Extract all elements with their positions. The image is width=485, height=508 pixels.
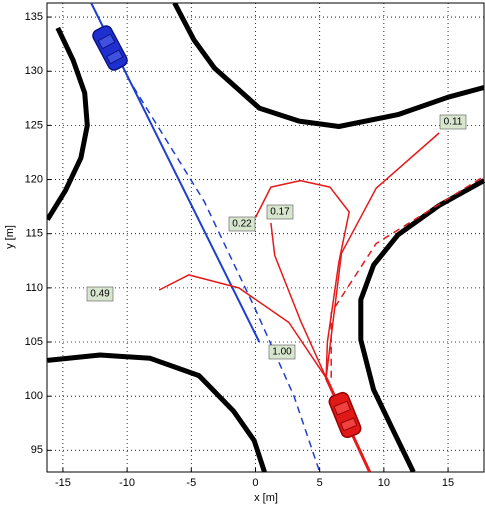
x-tick-label: -15 bbox=[55, 477, 71, 489]
blue-car bbox=[92, 25, 128, 71]
y-tick-label: 115 bbox=[25, 228, 43, 240]
trajectory bbox=[47, 352, 267, 472]
annotation: 0.11 bbox=[439, 114, 467, 130]
y-tick-label: 100 bbox=[25, 390, 43, 402]
y-tick-label: 105 bbox=[25, 336, 43, 348]
annotation: 1.00 bbox=[268, 344, 296, 360]
x-tick-label: -10 bbox=[119, 477, 135, 489]
plot-frame bbox=[46, 2, 485, 473]
trajectory bbox=[158, 274, 327, 379]
axes: -15 -10 -5 0 5 10 15 95 100 105 110 115 120 125 130 135 bbox=[25, 11, 455, 489]
trajectory bbox=[358, 178, 485, 472]
trajectory bbox=[126, 76, 321, 472]
trajectory bbox=[325, 132, 440, 378]
y-tick-label: 120 bbox=[25, 173, 43, 185]
y-tick-label: 125 bbox=[25, 119, 43, 131]
annotation-text: 1.00 bbox=[272, 347, 292, 358]
annotation-text: 0.22 bbox=[232, 219, 252, 230]
x-tick-label: 15 bbox=[442, 477, 454, 489]
trajectory bbox=[254, 179, 350, 378]
x-axis-label: x [m] bbox=[254, 492, 278, 504]
x-tick-label: -5 bbox=[186, 477, 196, 489]
x-tick-label: 5 bbox=[317, 477, 323, 489]
trajectory bbox=[172, 3, 485, 129]
y-tick-label: 95 bbox=[31, 444, 43, 456]
trajectory bbox=[47, 26, 90, 221]
annotation-text: 0.49 bbox=[90, 289, 110, 300]
grid bbox=[47, 3, 484, 472]
annotation-box bbox=[228, 216, 256, 232]
annotation-box bbox=[266, 204, 294, 220]
annotation-text: 0.11 bbox=[444, 117, 463, 128]
red-car bbox=[328, 391, 362, 439]
y-tick-label: 135 bbox=[25, 11, 43, 23]
annotation: 0.17 bbox=[266, 204, 294, 220]
annotation: 0.49 bbox=[86, 286, 114, 302]
annotation-text: 0.17 bbox=[270, 207, 290, 218]
annotation-box bbox=[86, 286, 114, 302]
annotation-box bbox=[439, 114, 467, 130]
vehicles bbox=[92, 25, 362, 439]
trajectory bbox=[270, 222, 327, 379]
y-tick-label: 130 bbox=[25, 65, 43, 77]
annotations: 0.11 0.17 0.22 0.49 1.00 bbox=[86, 114, 467, 360]
x-tick-label: 10 bbox=[378, 477, 390, 489]
annotation: 0.22 bbox=[228, 216, 256, 232]
y-axis-label: y [m] bbox=[4, 225, 16, 249]
x-tick-label: 0 bbox=[252, 477, 258, 489]
annotation-box bbox=[268, 344, 296, 360]
y-tick-label: 110 bbox=[25, 282, 43, 294]
